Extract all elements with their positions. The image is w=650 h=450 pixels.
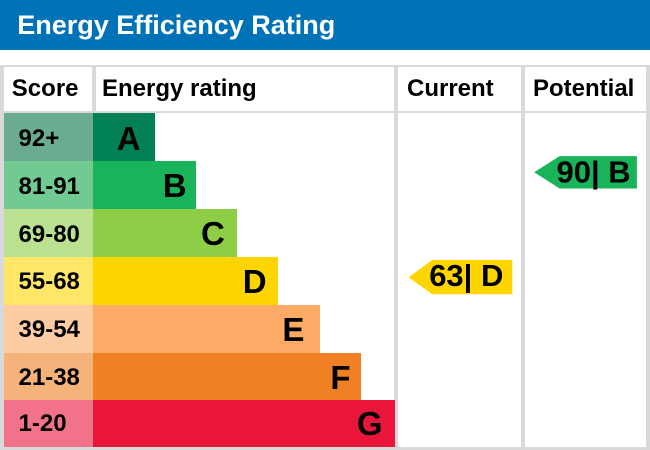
svg-text:90| B: 90| B — [557, 155, 631, 190]
svg-text:63| D: 63| D — [429, 258, 503, 293]
